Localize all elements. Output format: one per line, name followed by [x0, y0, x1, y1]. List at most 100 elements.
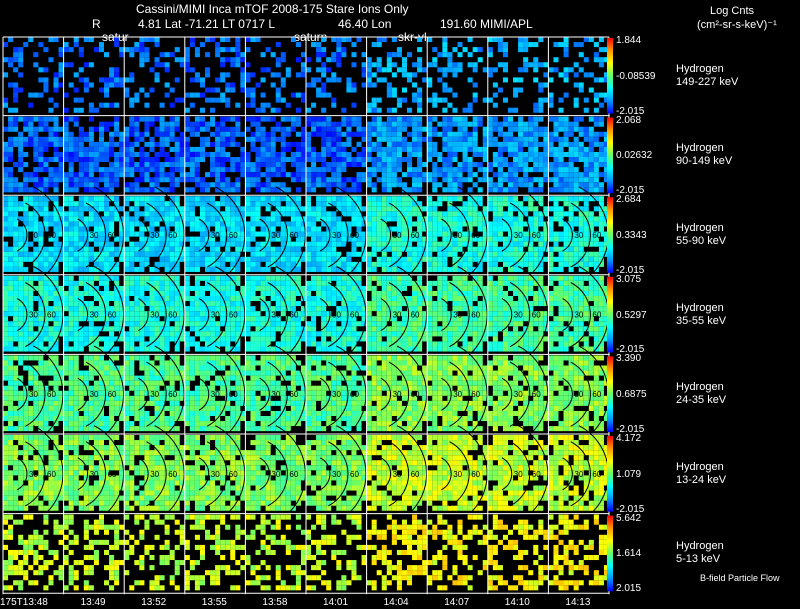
pixel — [210, 236, 216, 242]
pixel — [154, 290, 160, 296]
pixel — [53, 346, 59, 352]
pixel — [386, 67, 392, 73]
pixel — [255, 121, 261, 127]
pixel — [432, 301, 438, 307]
pixel — [230, 62, 236, 68]
pixel — [467, 37, 473, 43]
pixel — [467, 266, 473, 272]
pixel — [164, 62, 170, 68]
pixel — [220, 226, 226, 232]
pixel — [518, 77, 524, 83]
pixel — [508, 206, 514, 212]
pixel — [306, 251, 312, 257]
pixel — [442, 67, 448, 73]
pixel — [432, 321, 438, 327]
pixel — [447, 146, 453, 152]
pixel — [528, 177, 534, 183]
pixel — [260, 301, 266, 307]
pixel — [235, 102, 241, 108]
pixel — [583, 97, 589, 103]
pixel — [578, 87, 584, 93]
pixel — [8, 157, 14, 163]
pixel — [255, 201, 261, 207]
pixel — [88, 256, 94, 262]
pixel — [497, 42, 503, 48]
pixel — [386, 131, 392, 137]
pixel — [119, 290, 125, 296]
pixel — [159, 261, 165, 267]
pixel — [265, 336, 271, 342]
pixel — [427, 301, 433, 307]
pixel — [280, 306, 286, 312]
pixel — [573, 121, 579, 127]
pixel — [199, 236, 205, 242]
pixel — [336, 141, 342, 147]
pixel — [119, 131, 125, 137]
pixel — [83, 251, 89, 257]
pixel — [210, 201, 216, 207]
pixel — [321, 162, 327, 168]
pixel — [442, 331, 448, 337]
pixel — [407, 336, 413, 342]
contour-arc — [93, 266, 125, 364]
pixel — [240, 221, 246, 227]
pixel — [568, 131, 574, 137]
contour-label: 30 — [211, 231, 220, 240]
pixel — [396, 206, 402, 212]
pixel — [553, 116, 559, 122]
pixel — [477, 47, 483, 53]
image-frame — [245, 116, 306, 193]
pixel — [149, 67, 155, 73]
pixel — [386, 256, 392, 262]
pixel — [53, 211, 59, 217]
pixel — [149, 196, 155, 202]
pixel — [174, 280, 180, 286]
pixel — [38, 187, 44, 193]
pixel — [401, 285, 407, 291]
contour-arc — [562, 218, 573, 252]
pixel — [144, 251, 150, 257]
pixel — [38, 336, 44, 342]
pixel — [407, 162, 413, 168]
pixel — [240, 256, 246, 262]
pixel — [210, 331, 216, 337]
pixel — [38, 341, 44, 347]
pixel — [412, 72, 418, 78]
pixel — [184, 162, 190, 168]
pixel — [205, 126, 211, 132]
pixel — [497, 266, 503, 272]
pixel — [109, 221, 115, 227]
pixel — [401, 136, 407, 142]
pixel — [578, 172, 584, 178]
pixel — [189, 316, 195, 322]
pixel — [88, 285, 94, 291]
pixel — [391, 321, 397, 327]
pixel — [144, 126, 150, 132]
pixel — [432, 290, 438, 296]
pixel — [270, 151, 276, 157]
pixel — [13, 67, 19, 73]
pixel — [174, 331, 180, 337]
pixel — [401, 72, 407, 78]
pixel — [351, 331, 357, 337]
pixel — [467, 136, 473, 142]
pixel — [447, 211, 453, 217]
pixel — [548, 162, 554, 168]
pixel — [119, 172, 125, 178]
pixel — [270, 72, 276, 78]
pixel — [184, 172, 190, 178]
pixel — [533, 162, 539, 168]
pixel — [578, 241, 584, 247]
pixel — [68, 172, 74, 178]
pixel — [422, 296, 428, 302]
pixel — [477, 187, 483, 193]
pixel — [518, 67, 524, 73]
pixel — [285, 226, 291, 232]
pixel — [164, 261, 170, 267]
pixel — [452, 221, 458, 227]
pixel — [265, 246, 271, 252]
pixel — [381, 261, 387, 267]
pixel — [280, 196, 286, 202]
pixel — [598, 182, 604, 188]
pixel — [381, 301, 387, 307]
